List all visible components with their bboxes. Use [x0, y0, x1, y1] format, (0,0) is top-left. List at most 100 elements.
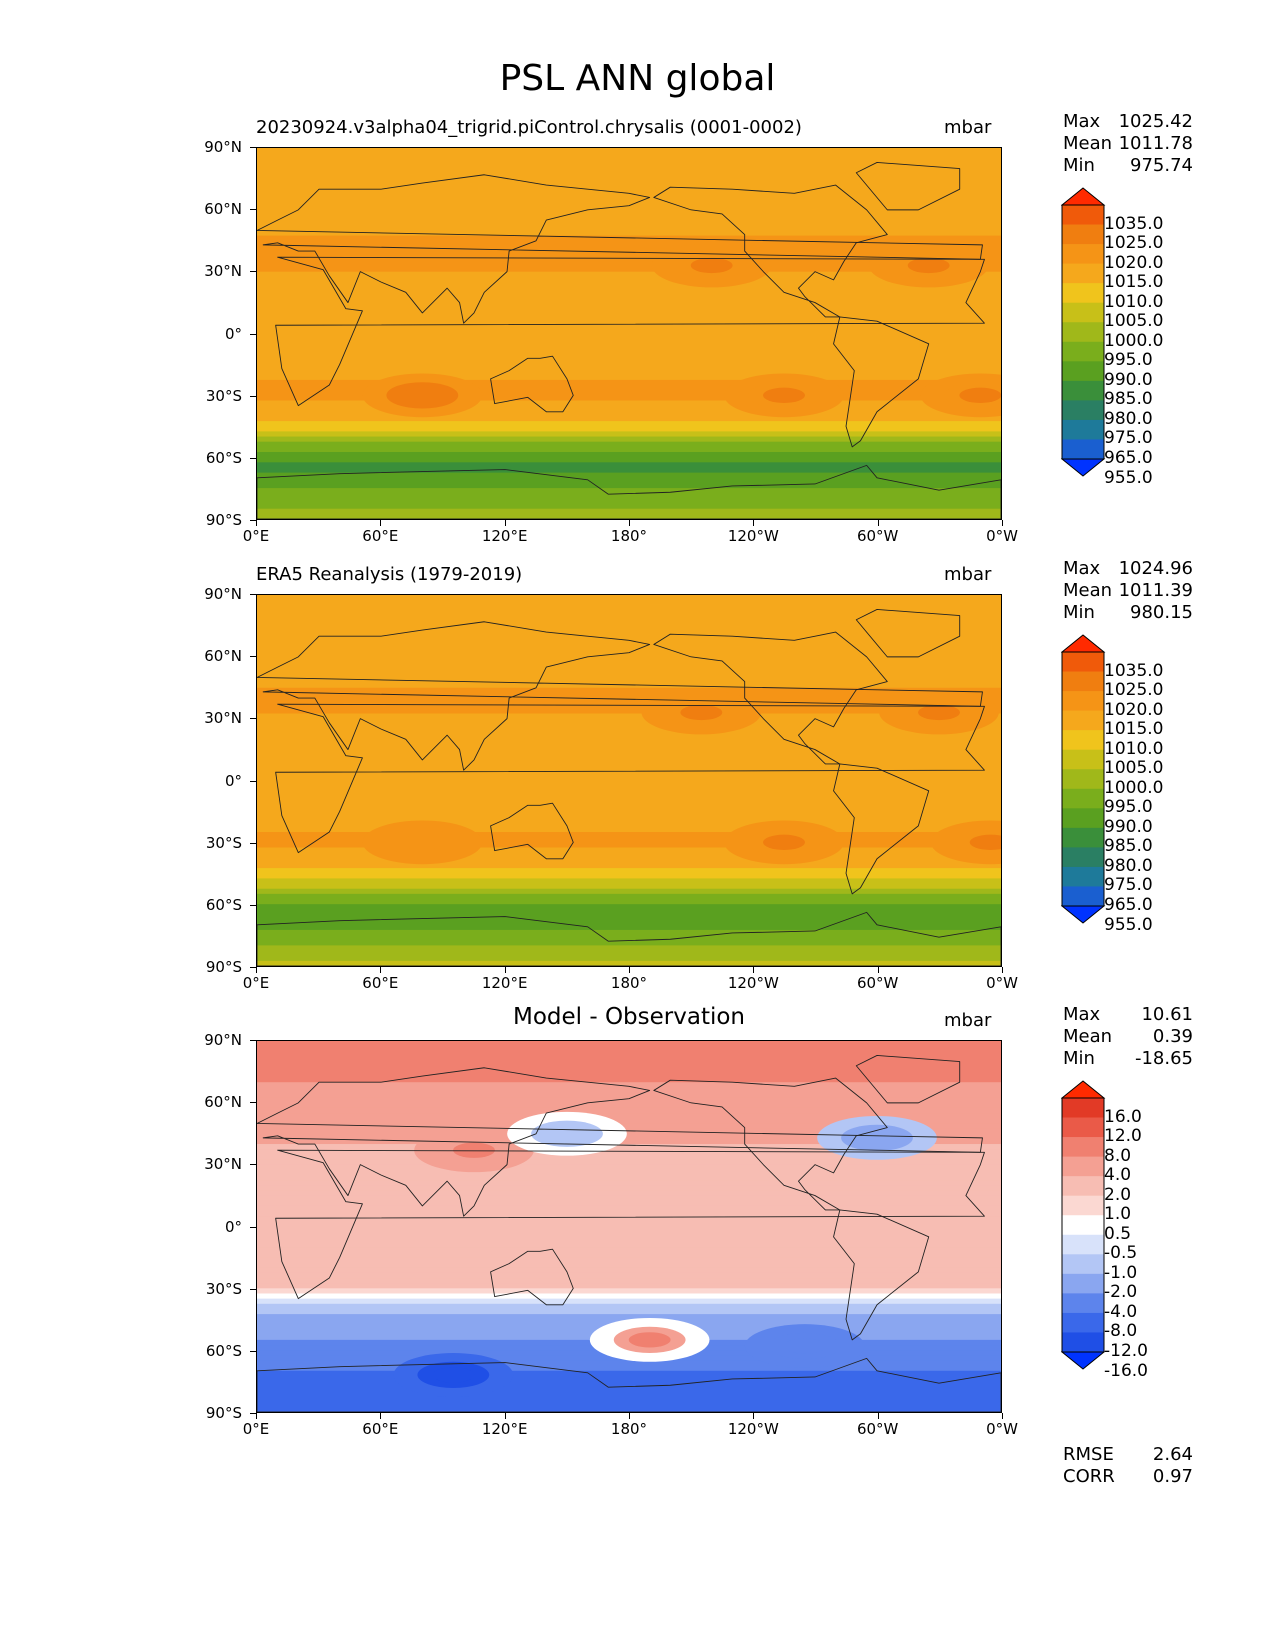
field-band: [257, 806, 1001, 813]
field-band: [257, 400, 1001, 407]
colorbar-tick-label: 965.0: [1104, 448, 1153, 468]
field-band: [257, 240, 1001, 247]
stat-mean-label: Mean: [1063, 580, 1113, 601]
field-band: [257, 1200, 1001, 1207]
field-feature: [969, 834, 1001, 850]
colorbar-tick-label: 4.0: [1104, 1165, 1132, 1186]
y-tick: [250, 656, 256, 658]
coastline: [833, 316, 930, 448]
y-tick: [250, 1102, 256, 1104]
map-plot: [256, 1040, 1002, 1413]
stat-mean-row: Mean 1011.78: [1063, 133, 1193, 155]
stat-min-label: Min: [1063, 155, 1095, 176]
field-band: [257, 235, 1001, 242]
x-tick: [504, 520, 506, 526]
field-band: [257, 600, 1001, 606]
field-band: [257, 1056, 1001, 1063]
stat-min-value: 975.74: [1130, 155, 1193, 176]
field-band: [257, 744, 1001, 751]
field-band: [257, 646, 1001, 653]
x-tick-label: 60°E: [362, 974, 399, 992]
panel-2: ERA5 Reanalysis (1979-2019) mbar 90°N 60°N 3…: [0, 558, 1275, 1034]
field-band: [257, 426, 1001, 432]
y-tick: [250, 520, 256, 521]
field-band: [257, 615, 1001, 622]
colorbar-tick-label: 16.0: [1104, 1106, 1142, 1127]
field-band: [257, 457, 1001, 463]
field-band: [257, 1107, 1001, 1114]
field-band: [257, 1221, 1001, 1228]
colorbar-bin: [1062, 1332, 1104, 1353]
field-band: [257, 1185, 1001, 1192]
x-tick: [753, 1413, 755, 1419]
colorbar-tick-label: 2.0: [1104, 1184, 1132, 1205]
coastline: [490, 1248, 574, 1306]
field-band: [257, 1195, 1001, 1202]
field-band: [257, 610, 1001, 617]
y-tick-label: 90°S: [205, 958, 242, 976]
field-band: [257, 1133, 1001, 1140]
coastline: [275, 703, 985, 854]
panel-units: mbar: [944, 564, 992, 585]
colorbar-bin: [1062, 730, 1104, 751]
field-feature: [401, 387, 444, 403]
panel-3: Model - Observation mbar 90°N 60°N 30°N 0° 30°…: [0, 1004, 1275, 1480]
coastline: [490, 355, 574, 413]
field-band: [257, 1262, 1001, 1269]
y-tick-label: 30°S: [205, 386, 242, 405]
colorbar-bin: [1062, 439, 1104, 460]
colorbar-tick-label: 990.0: [1104, 369, 1153, 390]
metric-rmse-row: RMSE 2.64: [1063, 1444, 1193, 1466]
field-band: [257, 1180, 1001, 1186]
field-feature: [432, 1367, 475, 1383]
metric-rmse-label: RMSE: [1063, 1444, 1114, 1465]
x-tick: [380, 967, 382, 973]
field-band: [257, 1288, 1001, 1295]
field-band: [257, 256, 1001, 262]
x-tick-label: 180°: [610, 527, 648, 545]
coastline: [833, 763, 930, 895]
colorbar-bin: [1062, 1254, 1104, 1275]
field-band: [257, 482, 1001, 489]
stat-mean-value: 1011.78: [1118, 133, 1193, 154]
field-band: [257, 1252, 1001, 1259]
x-tick: [877, 520, 879, 526]
field-band: [257, 852, 1001, 859]
colorbar-bin: [1062, 652, 1104, 672]
colorbar-bin: [1062, 691, 1104, 712]
field-feature: [763, 387, 805, 403]
field-band: [257, 1041, 1001, 1047]
y-tick-label: 90°N: [204, 585, 242, 603]
colorbar-extend-max: [1060, 634, 1106, 653]
colorbar-tick-label: -0.5: [1104, 1243, 1138, 1264]
y-tick: [250, 1413, 256, 1414]
colorbar-bin: [1062, 1098, 1104, 1118]
colorbar-bin: [1062, 400, 1104, 421]
field-feature: [856, 1130, 898, 1146]
colorbar: [1060, 1080, 1111, 1370]
field-band: [257, 513, 1001, 519]
coastline: [257, 1357, 1001, 1412]
field-band: [257, 281, 1001, 288]
colorbar-bin: [1062, 1293, 1104, 1314]
x-tick: [504, 967, 506, 973]
colorbar-tick-label: 1025.0: [1104, 680, 1164, 701]
field-band: [257, 245, 1001, 252]
field-band: [257, 421, 1001, 427]
field-band: [257, 297, 1001, 304]
coastline: [855, 161, 961, 211]
colorbar-tick-label: 0.5: [1104, 1223, 1132, 1244]
field-band: [257, 1077, 1001, 1083]
colorbar-bin: [1062, 1176, 1104, 1197]
field-band: [257, 728, 1001, 735]
field-band: [257, 1257, 1001, 1264]
x-tick-label: 120°W: [727, 1420, 779, 1438]
stat-mean-value: 1011.39: [1118, 580, 1193, 601]
colorbar-bin: [1062, 1273, 1104, 1294]
stat-min-row: Min 980.15: [1063, 602, 1193, 624]
colorbar-tick-label: 1015.0: [1104, 272, 1164, 293]
field-band: [257, 1381, 1001, 1387]
field-feature: [453, 1142, 495, 1158]
y-tick-label: 90°N: [204, 138, 242, 156]
colorbar-bin: [1062, 283, 1104, 304]
